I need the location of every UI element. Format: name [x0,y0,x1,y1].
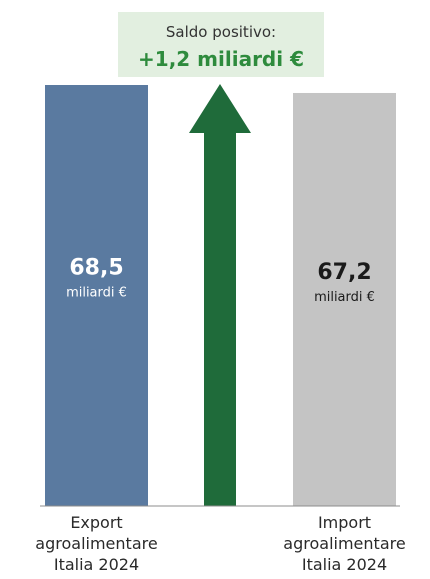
bars-layer: 68,5 miliardi € 67,2 miliardi € [45,85,396,507]
category-tick-label: Export [70,513,122,532]
category-tick-label: agroalimentare [283,534,405,553]
bar-value-label: 68,5 [69,255,123,280]
bar-value-label: 67,2 [317,260,371,285]
labels-layer: Export agroalimentare Italia 2024 Import agr… [35,513,405,574]
category-tick-label: Italia 2024 [54,555,139,574]
category-tick-label: Import [318,513,371,532]
bar-unit-label: miliardi € [66,285,127,300]
saldo-arrow [189,84,251,506]
saldo-value: +1,2 miliardi € [138,47,304,71]
arrow-layer [189,84,251,506]
annotation-layer: Saldo positivo: +1,2 miliardi € [118,12,324,77]
bar-import [293,92,396,507]
saldo-title: Saldo positivo: [166,23,276,41]
saldo-box [118,12,324,77]
bar-export [45,85,148,506]
category-tick-label: Italia 2024 [302,555,387,574]
category-tick-label: agroalimentare [35,534,157,553]
bar-unit-label: miliardi € [314,290,375,305]
